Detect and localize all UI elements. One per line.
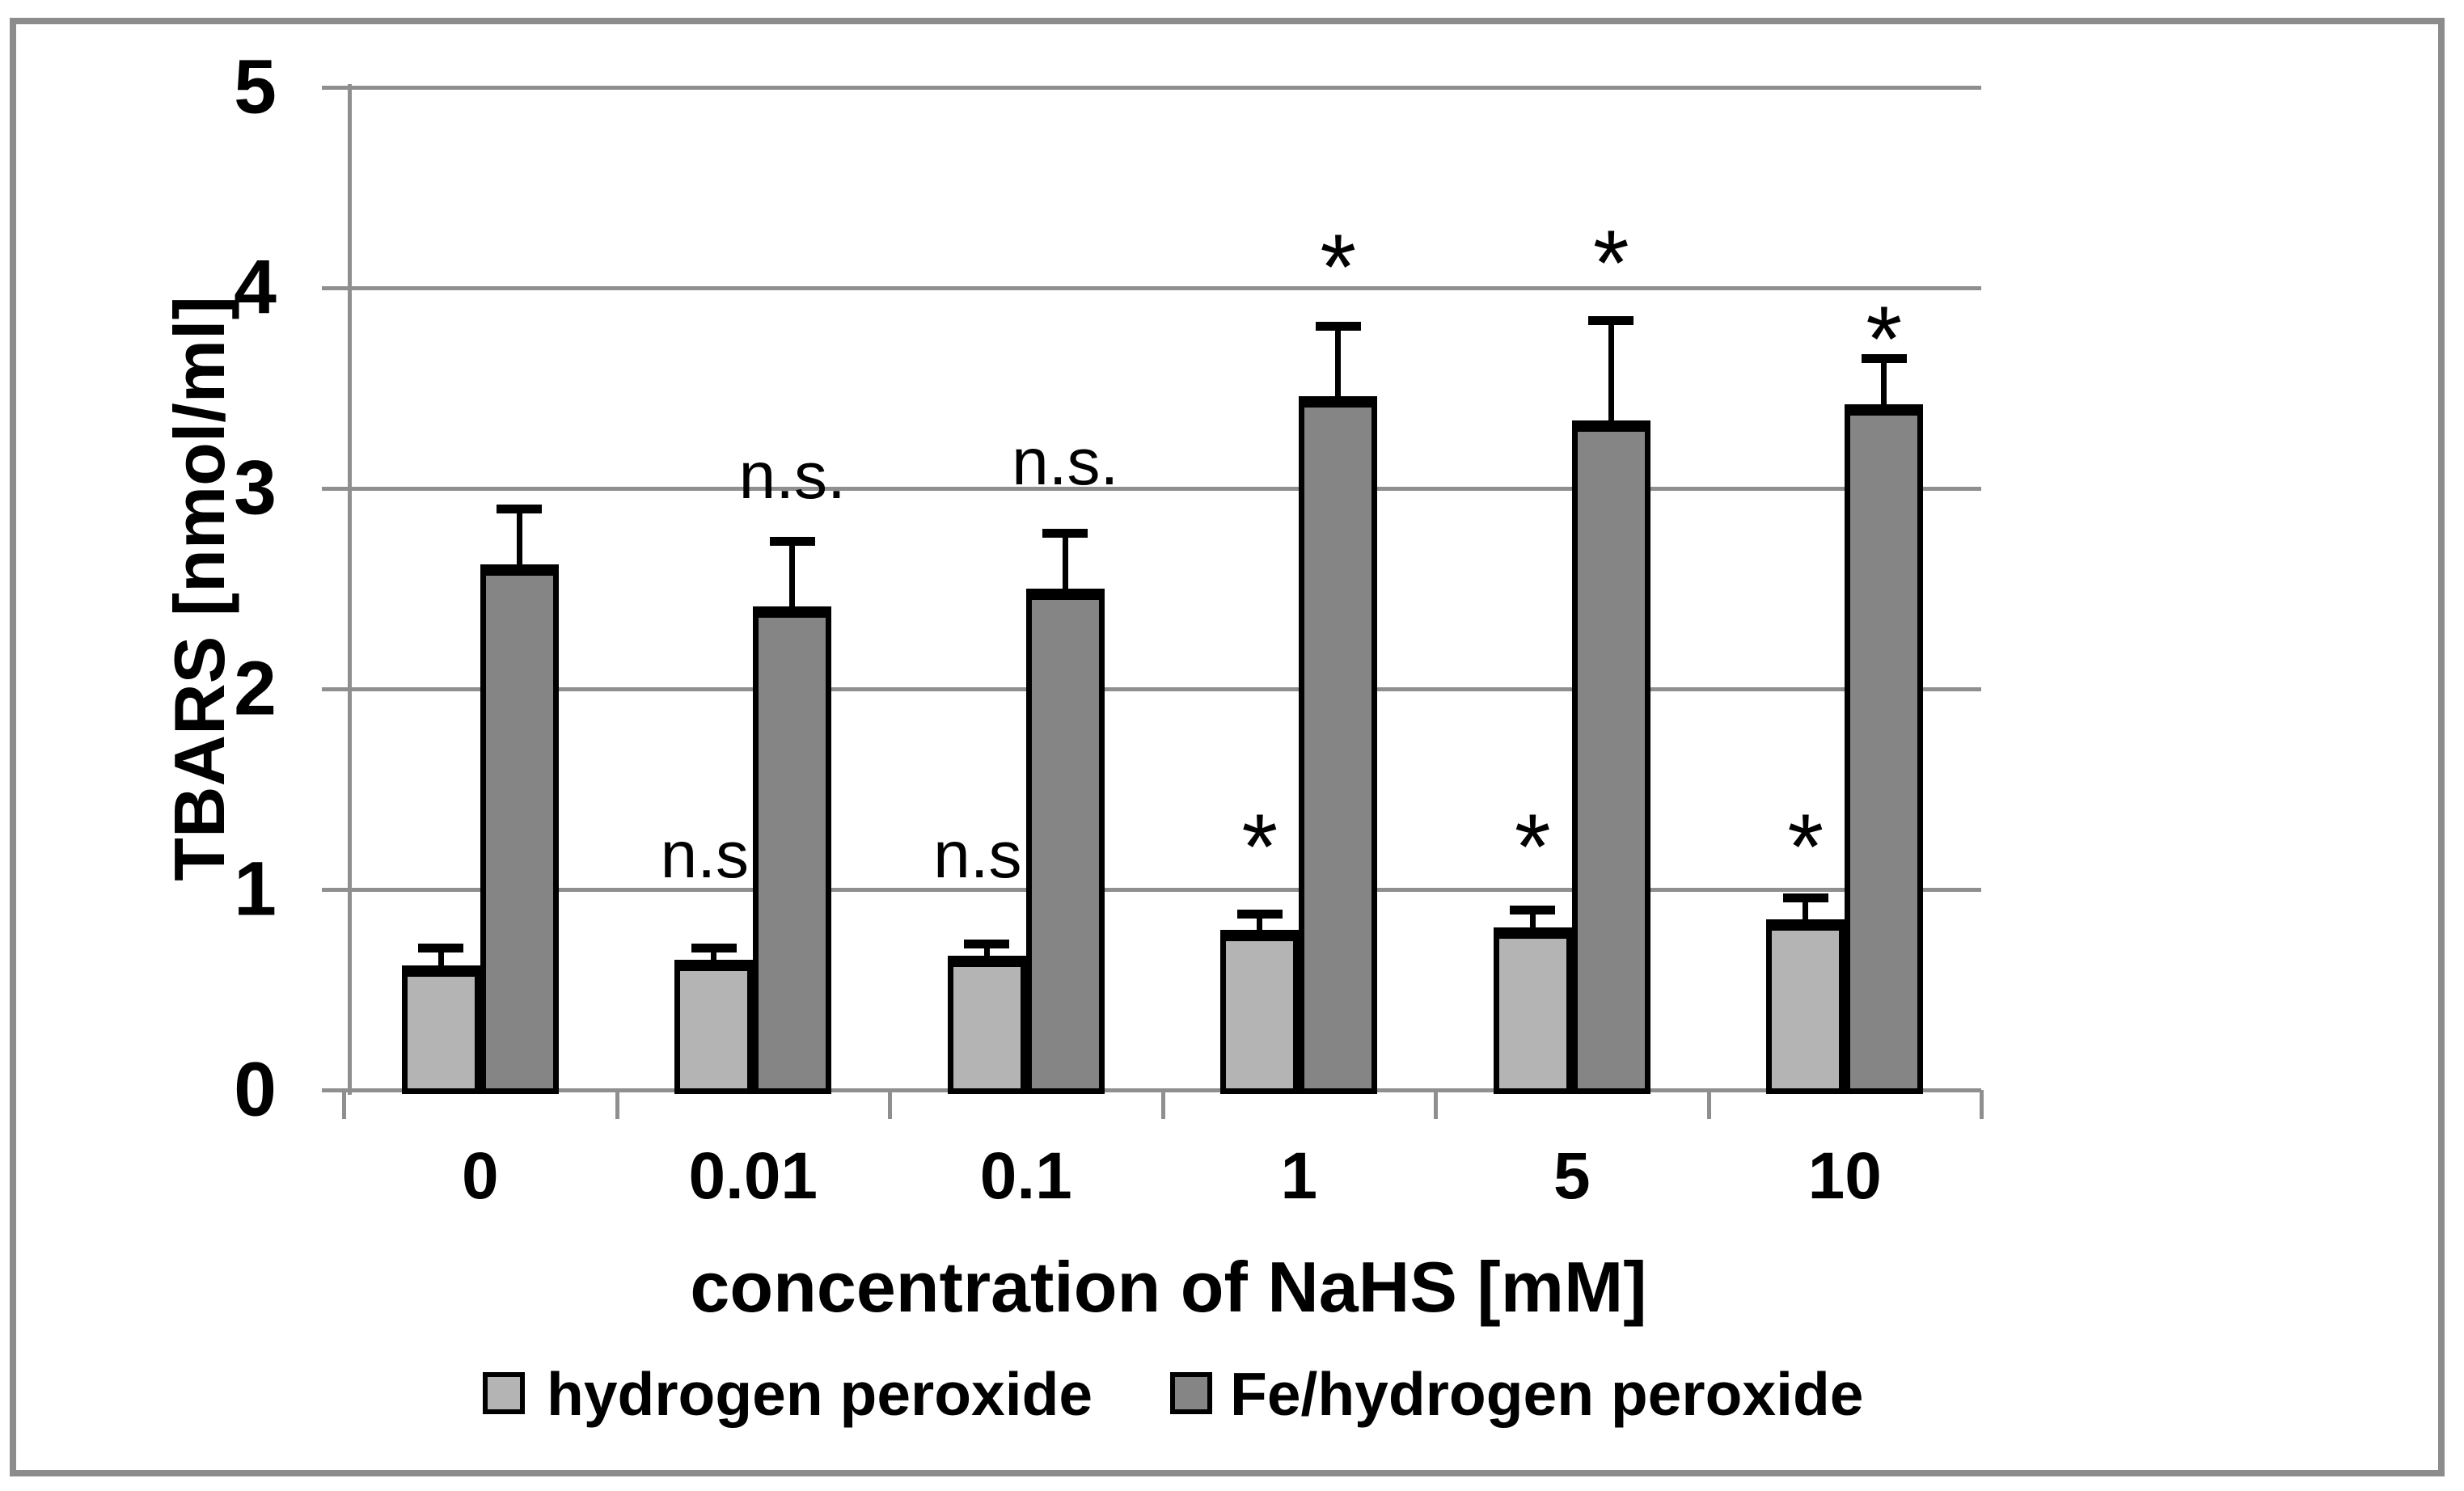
legend-swatch-fe-hydrogen-peroxide: [1170, 1372, 1212, 1414]
annotation-ns: n.s.: [660, 817, 767, 892]
annotation-star: *: [1241, 795, 1278, 899]
y-tick-label: 2: [234, 645, 277, 732]
error-bar-stem: [1335, 330, 1342, 396]
bar-fe-hydrogen-peroxide: [1299, 395, 1378, 1094]
gridline: [344, 487, 1981, 491]
annotation-ns: n.s.: [933, 817, 1041, 892]
x-axis-tick: [1160, 1090, 1165, 1119]
x-axis-tick: [615, 1090, 619, 1119]
bar-hydrogen-peroxide: [1220, 929, 1300, 1094]
bar-fe-hydrogen-peroxide: [1571, 420, 1650, 1094]
y-axis-tick: [322, 86, 344, 90]
x-axis-title: concentration of NaHS [mM]: [690, 1247, 1647, 1327]
error-bar-stem: [1062, 536, 1068, 589]
x-tick-label: 5: [1553, 1139, 1591, 1213]
error-bar-cap: [964, 940, 1010, 948]
error-bar-stem: [983, 948, 990, 956]
error-bar-stem: [1257, 917, 1263, 930]
figure-border: [10, 18, 2445, 1476]
bar-fe-hydrogen-peroxide: [1025, 589, 1105, 1094]
y-axis-tick: [322, 487, 344, 491]
annotation-star: *: [1514, 795, 1551, 899]
annotation-star: *: [1866, 288, 1903, 392]
gridline: [344, 687, 1981, 691]
gridline: [344, 86, 1981, 90]
x-tick-label: 10: [1807, 1139, 1882, 1213]
error-bar-stem: [1881, 361, 1887, 404]
error-bar-stem: [516, 512, 522, 565]
error-bar-cap: [1315, 322, 1361, 332]
error-bar-stem: [789, 544, 796, 607]
legend-label-hydrogen-peroxide: hydrogen peroxide: [547, 1360, 1093, 1428]
legend-label-fe-hydrogen-peroxide: Fe/hydrogen peroxide: [1230, 1360, 1864, 1428]
error-bar-cap: [769, 536, 815, 546]
x-axis-tick: [1980, 1090, 1984, 1119]
error-bar-cap: [418, 943, 464, 952]
legend-swatch-hydrogen-peroxide: [483, 1372, 525, 1414]
y-tick-label: 1: [234, 846, 277, 932]
bar-hydrogen-peroxide: [1493, 927, 1572, 1094]
x-axis-tick: [888, 1090, 892, 1119]
x-tick-label: 0.01: [688, 1139, 818, 1213]
bar-hydrogen-peroxide: [1766, 919, 1845, 1094]
bar-fe-hydrogen-peroxide: [1845, 403, 1924, 1094]
y-axis-line: [348, 84, 352, 1095]
error-bar-cap: [1042, 528, 1088, 538]
error-bar-cap: [1588, 315, 1634, 325]
x-tick-label: 0: [461, 1139, 499, 1213]
y-axis-title: TBARS [nmol/ml]: [159, 296, 239, 881]
error-bar-cap: [1510, 905, 1556, 914]
error-bar-stem: [437, 951, 444, 966]
x-axis-tick: [342, 1090, 346, 1119]
error-bar-cap: [1236, 909, 1283, 919]
x-axis-tick: [1434, 1090, 1438, 1119]
y-tick-label: 5: [234, 44, 277, 130]
gridline: [344, 888, 1981, 892]
error-bar-stem: [1803, 901, 1809, 920]
error-bar-stem: [1608, 323, 1614, 420]
annotation-star: *: [1592, 211, 1629, 315]
annotation-ns: n.s.: [738, 439, 846, 513]
bar-hydrogen-peroxide: [947, 955, 1026, 1094]
error-bar-cap: [691, 943, 737, 952]
annotation-ns: n.s.: [1012, 424, 1119, 499]
annotation-star: *: [1787, 795, 1824, 899]
y-tick-label: 4: [234, 244, 277, 331]
y-axis-tick: [322, 888, 344, 892]
y-axis-tick: [322, 1088, 344, 1092]
error-bar-stem: [1529, 913, 1536, 928]
bar-fe-hydrogen-peroxide: [753, 606, 832, 1094]
y-tick-label: 0: [234, 1046, 277, 1133]
x-axis-tick: [1706, 1090, 1711, 1119]
x-tick-label: 0.1: [979, 1139, 1072, 1213]
gridline: [344, 286, 1981, 290]
bar-fe-hydrogen-peroxide: [480, 564, 559, 1094]
y-tick-label: 3: [234, 445, 277, 531]
y-axis-tick: [322, 687, 344, 691]
error-bar-cap: [1861, 353, 1907, 363]
x-tick-label: 1: [1280, 1139, 1318, 1213]
bar-hydrogen-peroxide: [674, 959, 754, 1094]
error-bar-stem: [711, 951, 717, 960]
error-bar-cap: [497, 504, 543, 513]
annotation-star: *: [1320, 215, 1357, 319]
y-axis-tick: [322, 286, 344, 290]
bar-hydrogen-peroxide: [401, 965, 480, 1094]
error-bar-cap: [1782, 893, 1828, 902]
